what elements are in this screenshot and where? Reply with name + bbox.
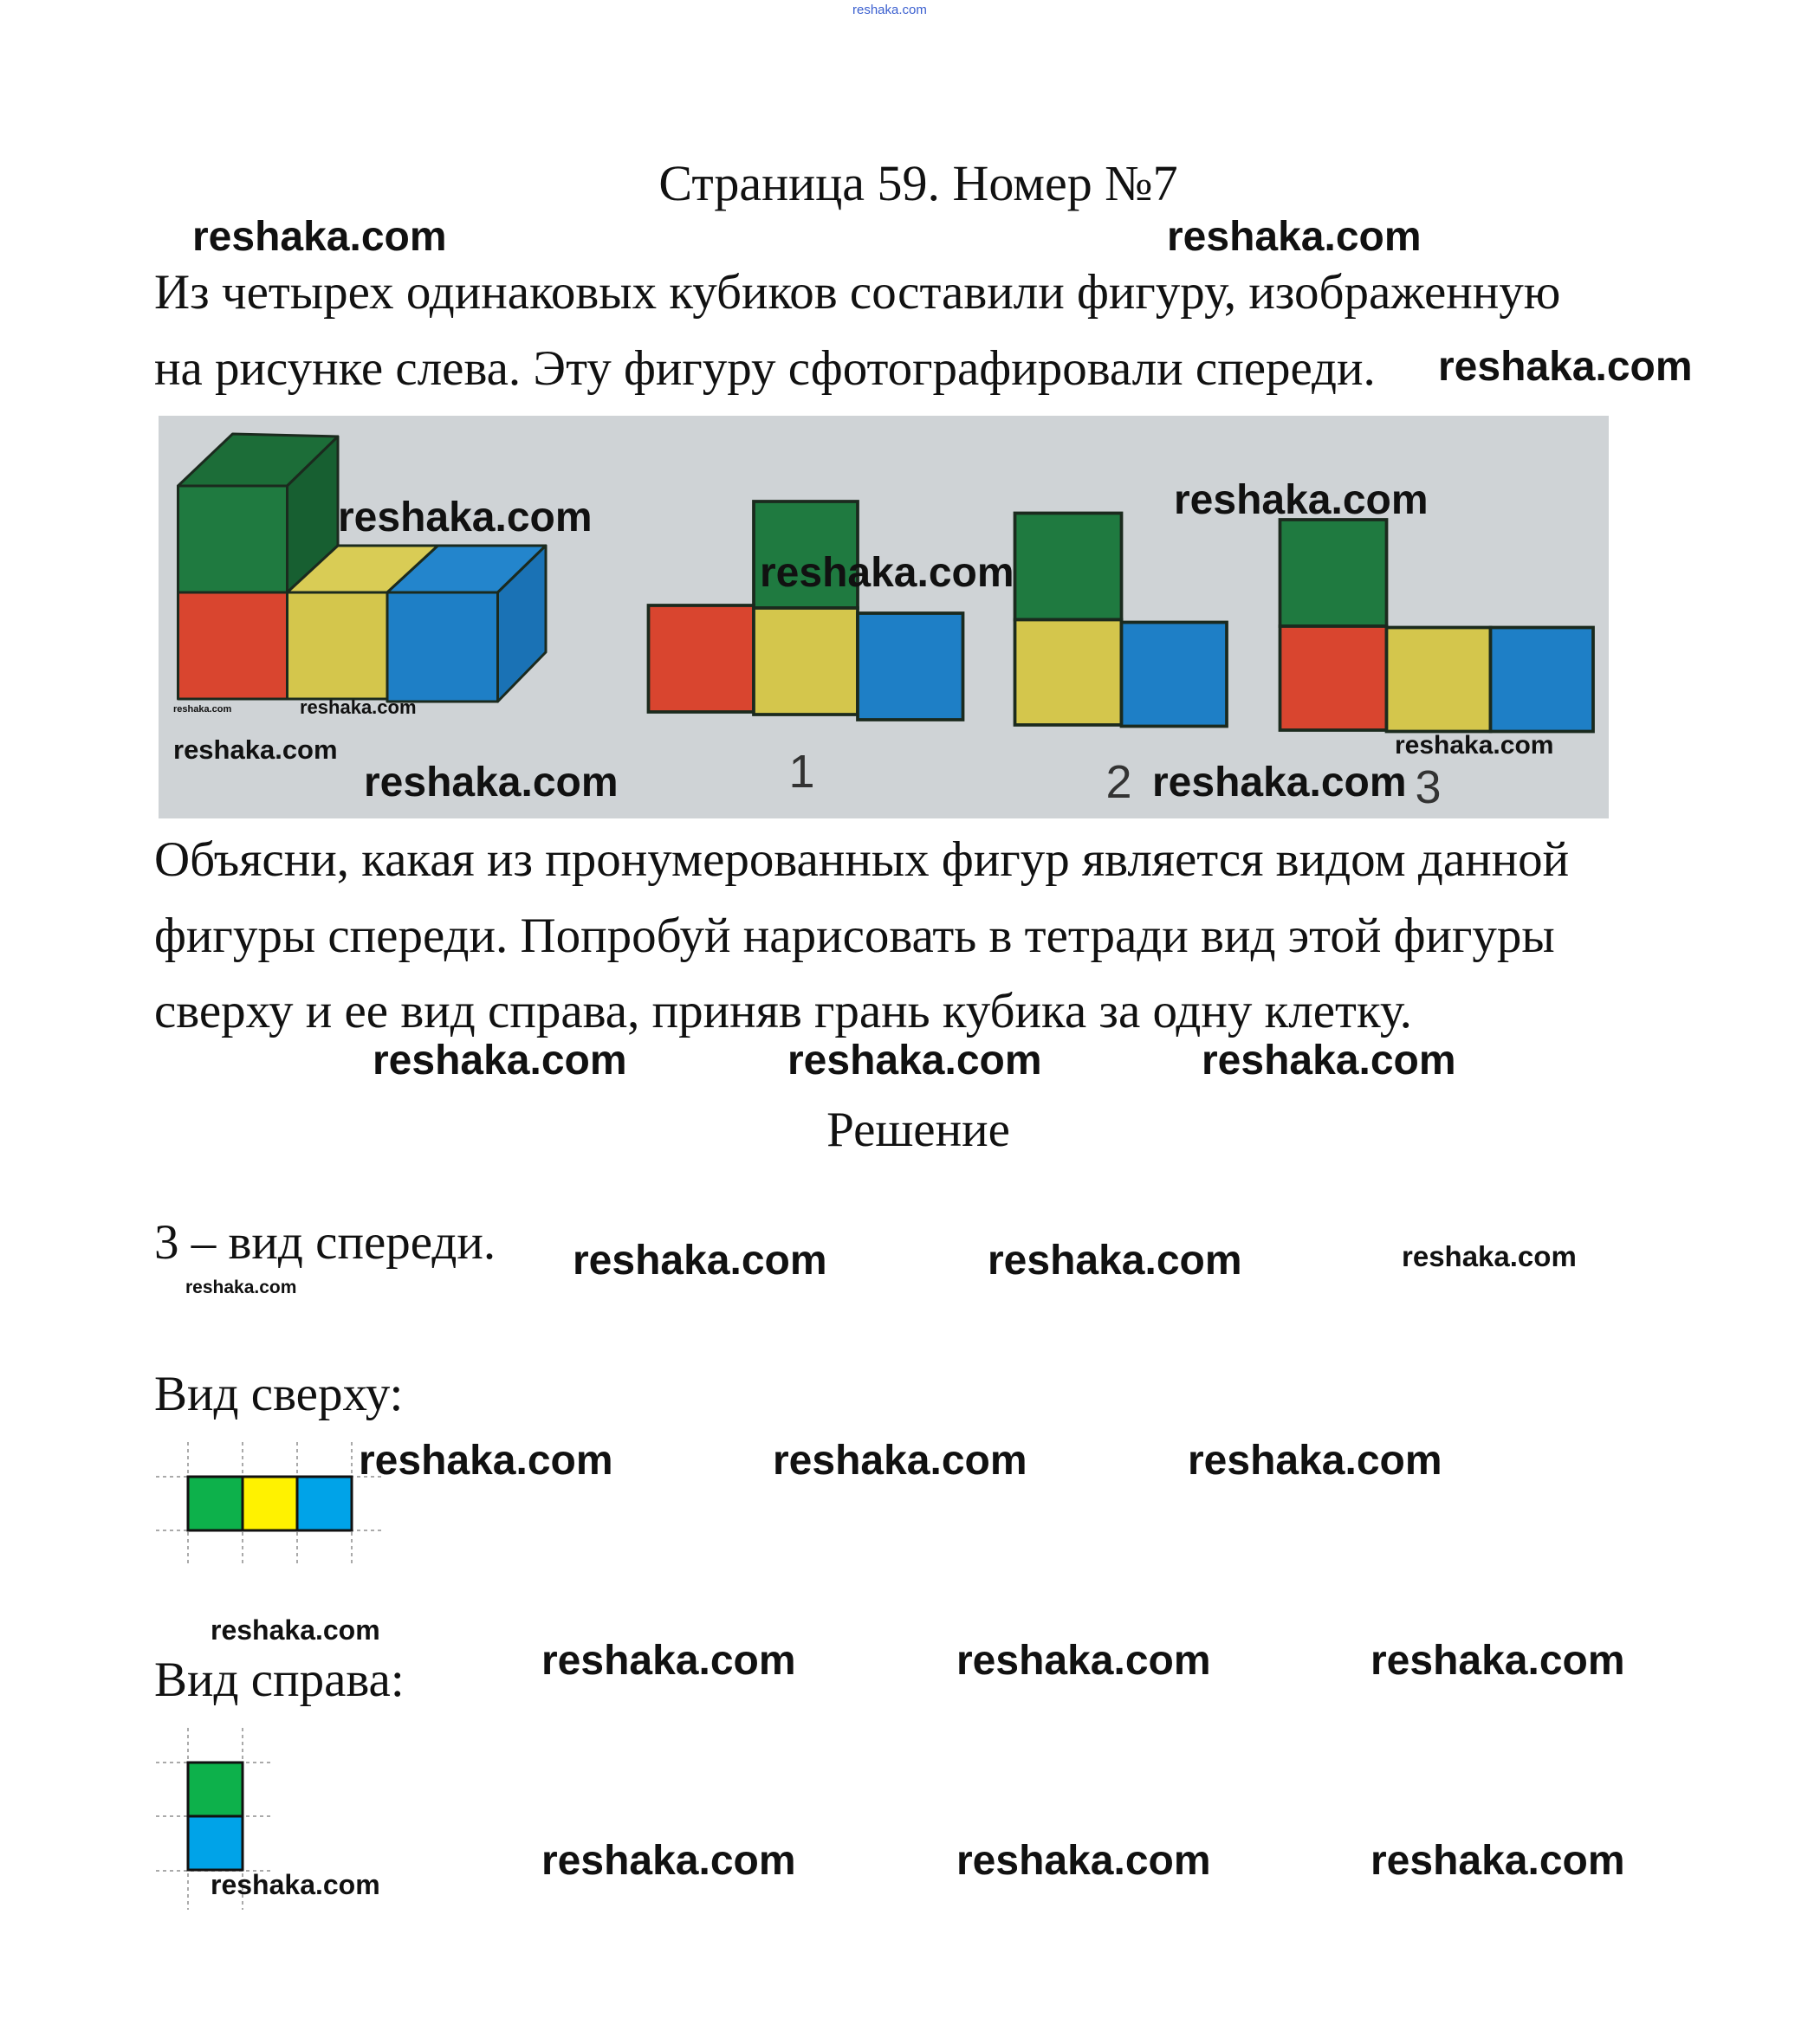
cubes-figure-photo: 1 2 3 (159, 416, 1609, 818)
blue-cube-front (386, 591, 499, 703)
figure-label-2: 2 (1105, 756, 1131, 808)
watermark-text: reshaka.com (852, 3, 927, 17)
blue-square (856, 611, 965, 721)
watermark-text: reshaka.com (1202, 1038, 1456, 1083)
right-view-square (186, 1761, 244, 1818)
cube-figure-3d (177, 432, 548, 703)
top-view-label: Вид сверху: (154, 1367, 404, 1421)
figure-label-1: 1 (788, 746, 814, 798)
yellow-square (1013, 618, 1124, 727)
green-square (1013, 511, 1124, 622)
watermark-text: reshaka.com (773, 1438, 1027, 1484)
page-title: Страница 59. Номер №7 (658, 155, 1178, 211)
watermark-text: reshaka.com (1174, 477, 1429, 523)
red-cube-front (177, 591, 288, 701)
top-view-square (295, 1475, 353, 1532)
watermark-text: reshaka.com (211, 1869, 380, 1900)
watermark-text: reshaka.com (541, 1838, 796, 1884)
watermark-text: reshaka.com (1188, 1438, 1442, 1484)
watermark-text: reshaka.com (1371, 1638, 1625, 1684)
watermark-text: reshaka.com (988, 1238, 1242, 1284)
top-view-square (186, 1475, 244, 1532)
watermark-text: reshaka.com (1402, 1240, 1577, 1272)
red-square (1278, 624, 1389, 732)
watermark-text: reshaka.com (173, 734, 338, 765)
watermark-text: reshaka.com (192, 214, 447, 260)
green-square (752, 500, 859, 610)
watermark-text: reshaka.com (338, 495, 593, 540)
watermark-text: reshaka.com (1371, 1838, 1625, 1884)
green-cube-front (177, 484, 288, 594)
yellow-square (752, 606, 859, 716)
watermark-text: reshaka.com (541, 1638, 796, 1684)
solution-heading: Решение (826, 1103, 1010, 1157)
figure-label-3: 3 (1415, 761, 1441, 813)
answer-text: 3 – вид спереди. (154, 1215, 496, 1270)
watermark-text: reshaka.com (1395, 731, 1554, 760)
watermark-text: reshaka.com (787, 1038, 1042, 1083)
watermark-text: reshaka.com (1438, 344, 1693, 390)
option-3 (1278, 518, 1595, 734)
watermark-text: reshaka.com (300, 696, 417, 718)
watermark-text: reshaka.com (359, 1438, 613, 1484)
problem-text-line: Объясни, какая из пронумерованных фигур … (154, 832, 1570, 887)
watermark-text: reshaka.com (364, 760, 619, 805)
problem-text-line: сверху и ее вид справа, приняв грань куб… (154, 984, 1412, 1038)
watermark-text: reshaka.com (1167, 214, 1422, 260)
problem-text-line: на рисунке слева. Эту фигуру сфотографир… (154, 341, 1376, 396)
option-1 (646, 500, 965, 721)
problem-text-line: Из четырех одинаковых кубиков составили … (154, 265, 1561, 320)
watermark-text: reshaka.com (373, 1038, 627, 1083)
blue-square (1119, 620, 1228, 728)
watermark-text: reshaka.com (185, 1278, 297, 1297)
problem-text-line: фигуры спереди. Попробуй нарисовать в те… (154, 909, 1555, 963)
watermark-text: reshaka.com (760, 550, 1014, 596)
right-view-label: Вид справа: (154, 1653, 405, 1707)
yellow-square (1384, 625, 1493, 734)
blue-square (1488, 625, 1595, 734)
red-square (646, 604, 755, 714)
watermark-text: reshaka.com (573, 1238, 827, 1284)
green-square (1278, 518, 1389, 628)
right-view-drawing (156, 1728, 273, 1910)
yellow-cube-front (286, 591, 389, 701)
right-view-square (186, 1814, 244, 1872)
watermark-text: reshaka.com (211, 1614, 380, 1646)
watermark-text: reshaka.com (956, 1638, 1211, 1684)
watermark-text: reshaka.com (173, 704, 232, 715)
top-view-drawing (156, 1442, 381, 1563)
watermark-text: reshaka.com (1152, 760, 1407, 805)
option-2 (1013, 511, 1228, 728)
top-view-square (241, 1475, 299, 1532)
watermark-text: reshaka.com (956, 1838, 1211, 1884)
